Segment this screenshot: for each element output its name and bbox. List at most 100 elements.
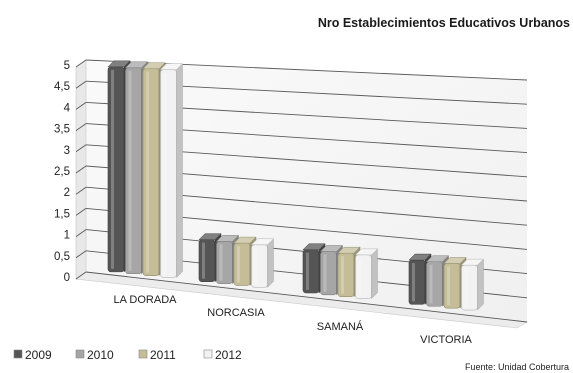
gridline-side <box>75 59 87 68</box>
bar-highlight <box>429 264 433 304</box>
gridline-side <box>75 123 87 131</box>
gridline-side <box>75 250 87 259</box>
y-tick-label: 2,5 <box>54 166 70 178</box>
y-tick-label: 0,5 <box>54 251 70 263</box>
bar-front <box>443 263 461 309</box>
legend-item-2010: 2010 <box>75 348 114 362</box>
gridline-side <box>75 208 87 216</box>
bar-front <box>426 261 443 307</box>
legend-swatch <box>138 349 148 359</box>
legend-label: 2009 <box>25 348 52 362</box>
bar-side <box>371 248 378 300</box>
bar-top <box>408 253 432 261</box>
gridline-side <box>75 229 87 237</box>
gridline-side <box>75 186 87 195</box>
bar-front <box>302 249 320 294</box>
bar-highlight <box>219 244 223 281</box>
bar-top <box>425 255 450 263</box>
bars <box>107 60 485 311</box>
bar-top <box>302 243 326 251</box>
bar-top <box>215 235 240 242</box>
bar-highlight <box>128 70 132 271</box>
bar-top <box>319 245 344 252</box>
legend-swatch <box>203 349 213 359</box>
bar-highlight <box>306 252 309 290</box>
bar-front <box>320 251 337 296</box>
legend: 2009 2010 2011 2012 <box>13 348 242 362</box>
y-tick-label: 0 <box>64 272 70 284</box>
source-note: Fuente: Unidad Cobertura <box>465 362 569 372</box>
legend-swatch <box>75 349 85 359</box>
bar-highlight <box>323 254 327 292</box>
legend-item-2009: 2009 <box>13 348 52 362</box>
x-tick-label: NORCASIA <box>207 307 265 319</box>
bar-highlight <box>412 263 415 302</box>
bar-highlight <box>254 247 258 285</box>
bar-front <box>461 264 478 311</box>
y-tick-label: 3 <box>64 145 70 157</box>
bar-highlight <box>341 256 344 294</box>
bar-highlight <box>202 242 205 279</box>
bar-top <box>233 236 257 244</box>
bar-top <box>142 62 166 69</box>
x-tick-label: LA DORADA <box>114 294 178 306</box>
gridline-side <box>75 80 87 89</box>
legend-label: 2010 <box>87 348 114 362</box>
y-tick-label: 2 <box>64 187 70 199</box>
bar-samaná-2012 <box>354 248 379 300</box>
bar-side <box>176 63 183 279</box>
y-axis-ticks: 0 0,5 1 1,5 2 2,5 3 3,5 4 4,5 5 <box>54 60 71 284</box>
bar-front <box>337 252 355 298</box>
bar-front <box>160 69 177 278</box>
bar-front <box>125 67 142 275</box>
bar-top <box>337 246 361 254</box>
bar-highlight <box>464 268 468 308</box>
gridline-side <box>75 144 87 153</box>
bar-highlight <box>163 72 167 275</box>
bar-front <box>216 241 233 284</box>
legend-label: 2011 <box>150 348 176 362</box>
legend-item-2012: 2012 <box>203 348 242 362</box>
bar-front <box>355 254 372 299</box>
legend-label: 2012 <box>215 348 242 362</box>
y-tick-label: 4,5 <box>54 81 70 93</box>
gridline <box>85 271 528 323</box>
bar-top <box>124 61 149 69</box>
gridline-side <box>75 165 87 174</box>
bar-front <box>251 244 268 288</box>
x-tick-label: SAMANÁ <box>317 320 364 333</box>
bar-highlight <box>237 246 240 283</box>
bar-norcasia-2012 <box>250 238 275 288</box>
bar-side <box>267 238 274 288</box>
bar-top <box>460 258 485 266</box>
x-axis-labels: LA DORADA NORCASIA SAMANÁ VICTORIA <box>114 294 473 346</box>
bar-top <box>159 63 184 70</box>
bar-front <box>233 242 251 286</box>
bar-front <box>198 239 216 282</box>
bar-top <box>443 257 467 264</box>
bar-victoria-2012 <box>460 258 485 311</box>
chart-title: Nro Establecimientos Educativos Urbanos <box>318 16 570 30</box>
bar-top <box>107 60 131 68</box>
legend-item-2011: 2011 <box>138 348 176 362</box>
y-tick-label: 1 <box>64 230 70 242</box>
bar-front <box>142 68 160 276</box>
y-tick-label: 4 <box>64 102 71 114</box>
bar-norcasia-2010 <box>215 234 240 285</box>
bar-highlight <box>146 71 149 273</box>
bar-highlight <box>447 266 450 306</box>
bar-top <box>354 248 379 256</box>
bar-front <box>107 66 125 273</box>
bar-front <box>408 259 426 305</box>
y-tick-label: 1,5 <box>54 208 70 220</box>
y-tick-label: 5 <box>64 60 70 72</box>
bar-top <box>198 233 222 240</box>
bar-top <box>250 238 275 246</box>
gridline-side <box>75 102 87 110</box>
y-tick-label: 3,5 <box>54 124 70 136</box>
x-tick-label: VICTORIA <box>420 334 472 346</box>
gridline-side <box>75 271 87 280</box>
bar-highlight <box>111 69 114 269</box>
bar-highlight <box>358 257 362 296</box>
